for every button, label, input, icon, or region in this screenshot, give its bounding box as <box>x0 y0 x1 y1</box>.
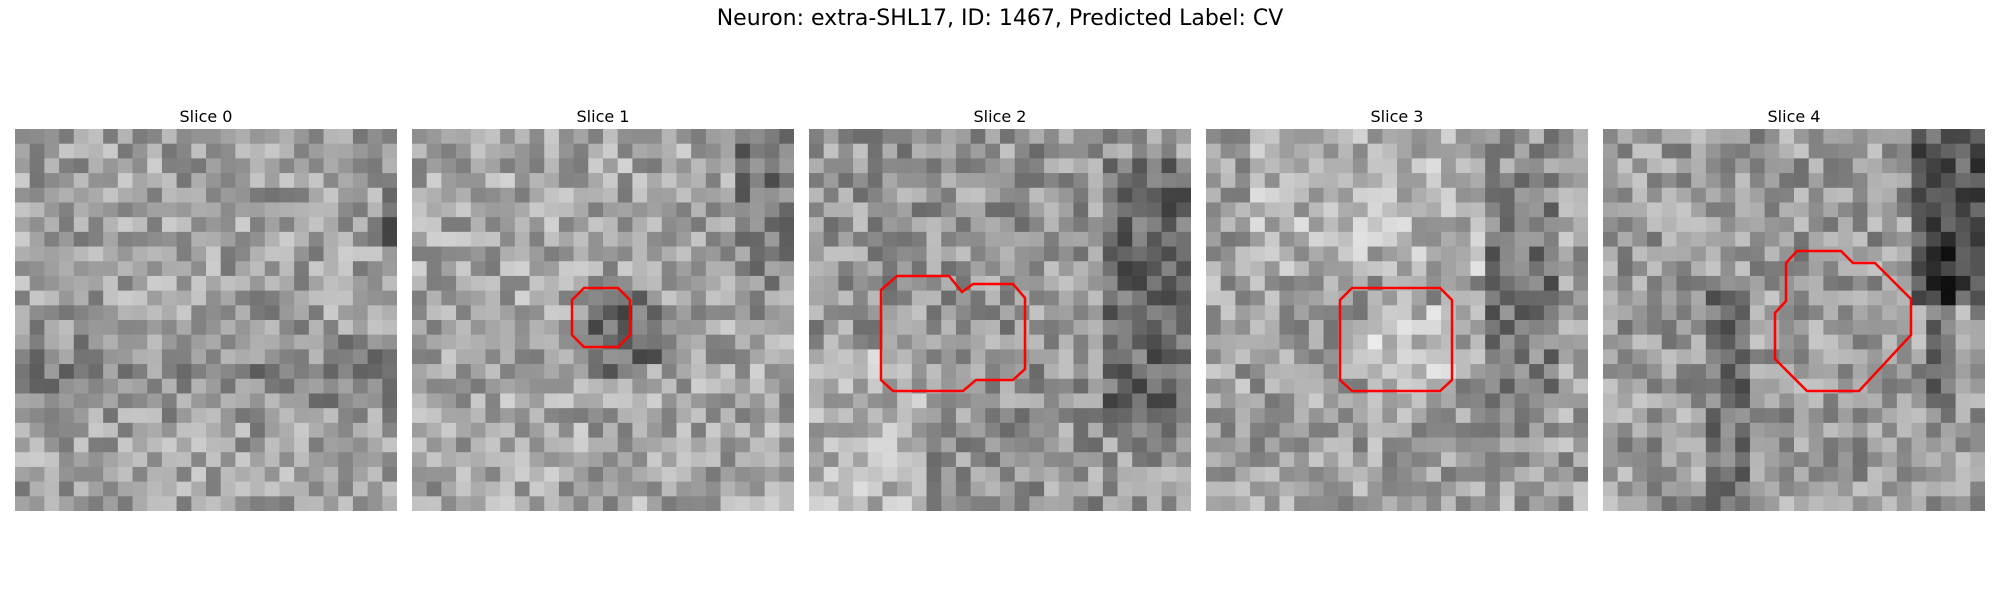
slice-title: Slice 2 <box>973 107 1027 126</box>
roi-contour <box>570 286 632 349</box>
slice-panel-4: Slice 4 <box>1603 105 1985 511</box>
slice-image-3 <box>1206 129 1588 511</box>
slice-image-1 <box>412 129 794 511</box>
slice-panel-3: Slice 3 <box>1206 105 1588 511</box>
roi-contour <box>1773 249 1913 393</box>
slice-image-0 <box>15 129 397 511</box>
slice-pixels <box>1206 129 1588 511</box>
figure-title: Neuron: extra-SHL17, ID: 1467, Predicted… <box>716 6 1284 31</box>
slice-pixels <box>809 129 1191 511</box>
slice-pixels <box>1603 129 1985 511</box>
slice-pixels <box>15 129 397 511</box>
slice-pixels <box>412 129 794 511</box>
slice-image-2 <box>809 129 1191 511</box>
slice-panel-0: Slice 0 <box>15 105 397 511</box>
slice-image-4 <box>1603 129 1985 511</box>
slice-panel-1: Slice 1 <box>412 105 794 511</box>
roi-contour <box>1338 286 1454 393</box>
roi-contour <box>879 274 1027 393</box>
slice-title: Slice 0 <box>179 107 233 126</box>
slice-title: Slice 4 <box>1767 107 1821 126</box>
slice-title: Slice 3 <box>1370 107 1424 126</box>
slice-panel-2: Slice 2 <box>809 105 1191 511</box>
slice-title: Slice 1 <box>576 107 630 126</box>
